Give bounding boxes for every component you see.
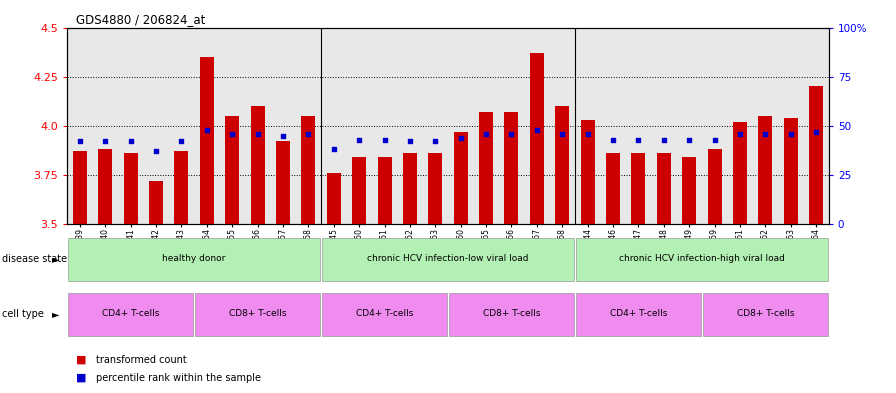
Bar (323, 293, 447, 336)
Bar (758, 116, 772, 224)
Point (657, 136, 671, 143)
Point (200, 127, 214, 133)
Point (733, 130, 747, 137)
Bar (682, 157, 696, 224)
Point (581, 130, 595, 137)
Bar (449, 293, 573, 336)
Bar (504, 112, 519, 224)
Point (352, 136, 366, 143)
Point (301, 130, 315, 137)
Point (174, 138, 189, 145)
Text: ■: ■ (76, 354, 87, 365)
Bar (530, 53, 544, 224)
Point (606, 136, 620, 143)
Point (682, 136, 696, 143)
Point (225, 130, 239, 137)
Bar (733, 122, 747, 224)
Text: CD4+ T-cells: CD4+ T-cells (356, 309, 413, 318)
Bar (453, 132, 468, 224)
Bar (68, 238, 320, 281)
Bar (68, 293, 193, 336)
Point (453, 134, 468, 141)
Point (73, 138, 87, 145)
Bar (809, 86, 823, 224)
Bar (175, 151, 188, 224)
Point (809, 129, 823, 135)
Bar (556, 106, 569, 224)
Bar (276, 141, 290, 224)
Bar (576, 238, 828, 281)
Text: CD8+ T-cells: CD8+ T-cells (483, 309, 540, 318)
Point (251, 130, 265, 137)
Bar (708, 149, 721, 224)
Point (99, 138, 113, 145)
Point (631, 136, 645, 143)
Bar (195, 293, 320, 336)
Bar (149, 181, 163, 224)
Point (478, 130, 493, 137)
Bar (323, 238, 573, 281)
Text: CD8+ T-cells: CD8+ T-cells (228, 309, 287, 318)
Bar (657, 153, 671, 224)
Point (708, 136, 722, 143)
Bar (428, 153, 443, 224)
Bar (784, 118, 797, 224)
Bar (251, 106, 264, 224)
Text: healthy donor: healthy donor (162, 254, 226, 263)
Bar (479, 112, 493, 224)
Bar (225, 116, 239, 224)
Bar (576, 293, 701, 336)
Bar (703, 293, 828, 336)
Bar (301, 116, 315, 224)
Text: ►: ► (52, 309, 59, 320)
Text: percentile rank within the sample: percentile rank within the sample (96, 373, 261, 383)
Text: disease state: disease state (2, 254, 67, 264)
Point (276, 132, 290, 139)
Text: CD4+ T-cells: CD4+ T-cells (609, 309, 668, 318)
Point (428, 138, 443, 145)
Point (124, 138, 138, 145)
Bar (327, 173, 340, 224)
Text: GDS4880 / 206824_at: GDS4880 / 206824_at (76, 13, 205, 26)
Bar (73, 151, 87, 224)
Text: ■: ■ (76, 373, 87, 383)
Bar (581, 120, 595, 224)
Point (556, 130, 570, 137)
Text: CD4+ T-cells: CD4+ T-cells (102, 309, 159, 318)
Bar (632, 153, 645, 224)
Bar (403, 153, 417, 224)
Point (403, 138, 418, 145)
Point (504, 130, 519, 137)
Text: chronic HCV infection-high viral load: chronic HCV infection-high viral load (619, 254, 785, 263)
Text: cell type: cell type (2, 309, 44, 320)
Point (758, 130, 772, 137)
Bar (200, 57, 214, 224)
Bar (99, 149, 112, 224)
Bar (352, 157, 366, 224)
Point (783, 130, 798, 137)
Point (149, 148, 163, 154)
Text: chronic HCV infection-low viral load: chronic HCV infection-low viral load (367, 254, 529, 263)
Text: CD8+ T-cells: CD8+ T-cells (737, 309, 794, 318)
Bar (606, 153, 620, 224)
Point (327, 146, 341, 152)
Text: ►: ► (52, 254, 59, 264)
Bar (377, 157, 392, 224)
Point (377, 136, 392, 143)
Bar (124, 153, 138, 224)
Text: transformed count: transformed count (96, 354, 186, 365)
Point (530, 127, 544, 133)
